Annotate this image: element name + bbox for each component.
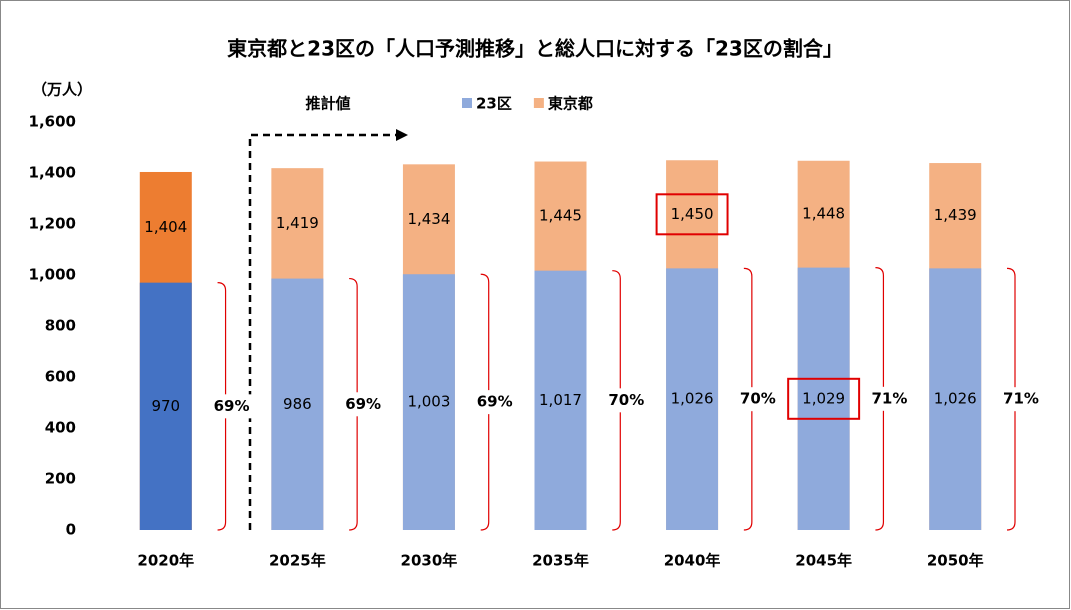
y-tick-label: 1,600	[29, 113, 76, 131]
value-label: 986	[283, 395, 312, 413]
y-tick-label: 200	[45, 470, 76, 488]
ratio-label-bg	[999, 387, 1043, 412]
value-label: 1,450	[671, 205, 714, 223]
legend: 23区 東京都	[462, 95, 593, 113]
ratio-label-bg	[209, 394, 254, 419]
y-tick-label: 600	[45, 368, 76, 386]
x-tick-label: 2030年	[401, 552, 458, 570]
forecast-arrow	[396, 129, 408, 141]
x-tick-label: 2020年	[137, 552, 194, 570]
x-tick-label: 2045年	[795, 552, 852, 570]
value-label: 1,026	[671, 390, 714, 408]
ratio-label: 69%	[477, 393, 513, 411]
legend-swatch	[533, 98, 544, 108]
value-label: 1,029	[802, 389, 845, 407]
highlight-box	[655, 193, 729, 236]
ratio-label: 71%	[1003, 390, 1039, 408]
value-label: 970	[151, 397, 180, 415]
ratio-label-bg	[867, 386, 912, 411]
y-tick-label: 1,200	[29, 215, 76, 233]
ratio-label: 71%	[871, 389, 907, 407]
ratio-label-bg	[341, 392, 386, 417]
y-tick-label: 0	[66, 521, 76, 539]
ratio-label-bg	[604, 388, 649, 413]
ratio-label: 69%	[214, 397, 250, 415]
x-tick-label: 2025年	[269, 552, 326, 570]
y-tick-label: 1,400	[29, 164, 76, 182]
value-label: 1,026	[934, 390, 977, 408]
bar	[666, 268, 719, 530]
chart-title: 東京都と23区の「人口予測推移」と総人口に対する「23区の割合」	[227, 37, 843, 61]
x-tick-label: 2040年	[664, 552, 721, 570]
legend-label: 東京都	[548, 95, 593, 113]
value-label: 1,448	[802, 205, 845, 223]
bar	[139, 282, 192, 530]
forecast-divider	[248, 133, 400, 530]
value-label: 1,439	[934, 206, 977, 224]
bar	[534, 270, 587, 530]
x-tick-label: 2035年	[532, 552, 589, 570]
y-tick-label: 400	[45, 419, 76, 437]
ratio-label-bg	[472, 390, 517, 415]
y-unit: （万人）	[32, 81, 92, 99]
x-tick-label: 2050年	[927, 552, 984, 570]
legend-label: 23区	[476, 95, 512, 113]
ratio-label: 69%	[345, 395, 381, 413]
bar	[402, 274, 455, 530]
value-label: 1,445	[539, 207, 582, 225]
ratio-label: 70%	[740, 390, 776, 408]
bar	[271, 278, 324, 530]
value-label: 1,434	[407, 210, 450, 228]
bar	[797, 267, 850, 530]
annotation: 推計値	[305, 95, 350, 113]
ratio-label-bg	[735, 387, 780, 412]
bar	[929, 268, 982, 530]
value-label: 1,003	[407, 393, 450, 411]
y-tick-label: 800	[45, 317, 76, 335]
y-tick-label: 1,000	[29, 266, 76, 284]
highlight-box	[787, 377, 861, 420]
legend-swatch	[462, 98, 472, 108]
value-label: 1,017	[539, 391, 582, 409]
value-label: 1,419	[276, 214, 319, 232]
value-label: 1,404	[144, 218, 187, 236]
ratio-label: 70%	[608, 391, 644, 409]
